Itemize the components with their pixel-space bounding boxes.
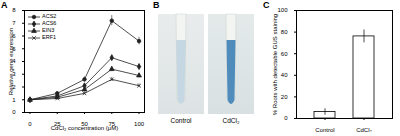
- svg-text:20: 20: [281, 94, 288, 100]
- svg-text:Control: Control: [315, 127, 334, 132]
- svg-text:7: 7: [12, 20, 16, 26]
- svg-text:CdCl₂ concentration (μM): CdCl₂ concentration (μM): [51, 125, 118, 131]
- html-text:A: A: [1, 0, 8, 10]
- svg-text:6: 6: [12, 32, 16, 39]
- html-text:ERF1: ERF1: [42, 34, 57, 40]
- html-text:ACS2: ACS2: [42, 13, 57, 19]
- html-text:ACS6: ACS6: [42, 20, 57, 26]
- svg-text:% Roots with detectable GUS st: % Roots with detectable GUS staining: [272, 14, 278, 115]
- svg-text:0: 0: [12, 109, 16, 115]
- svg-text:2: 2: [12, 83, 16, 90]
- svg-text:80: 80: [281, 29, 288, 35]
- svg-text:1: 1: [12, 97, 16, 103]
- svg-text:8: 8: [12, 7, 16, 13]
- svg-text:5: 5: [12, 45, 16, 52]
- svg-text:100: 100: [134, 121, 145, 127]
- html-text:CdCl₂: CdCl₂: [222, 117, 240, 124]
- svg-text:CdCl₂: CdCl₂: [356, 127, 372, 132]
- html-text:C: C: [263, 0, 270, 10]
- svg-text:0: 0: [28, 121, 32, 127]
- svg-text:Relative gene expression: Relative gene expression: [8, 28, 14, 95]
- svg-text:3: 3: [12, 71, 16, 78]
- html-text:B: B: [153, 0, 160, 10]
- html-text:EIN3: EIN3: [42, 27, 55, 33]
- svg-text:4: 4: [12, 58, 16, 65]
- svg-text:100: 100: [277, 7, 288, 13]
- html-text:Control: Control: [170, 117, 192, 124]
- svg-text:0: 0: [284, 115, 288, 121]
- svg-text:40: 40: [281, 72, 288, 78]
- svg-text:60: 60: [281, 51, 288, 57]
